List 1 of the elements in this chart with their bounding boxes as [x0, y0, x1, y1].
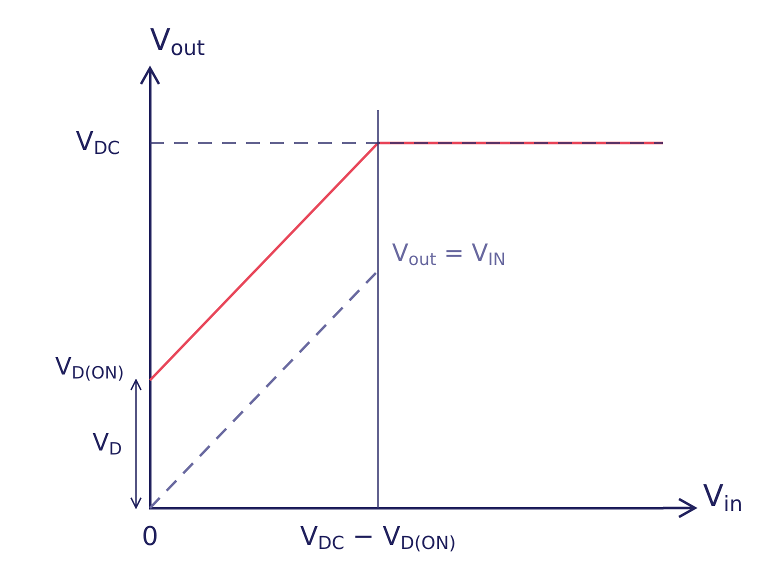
x-tick-label: 0 — [142, 522, 158, 552]
